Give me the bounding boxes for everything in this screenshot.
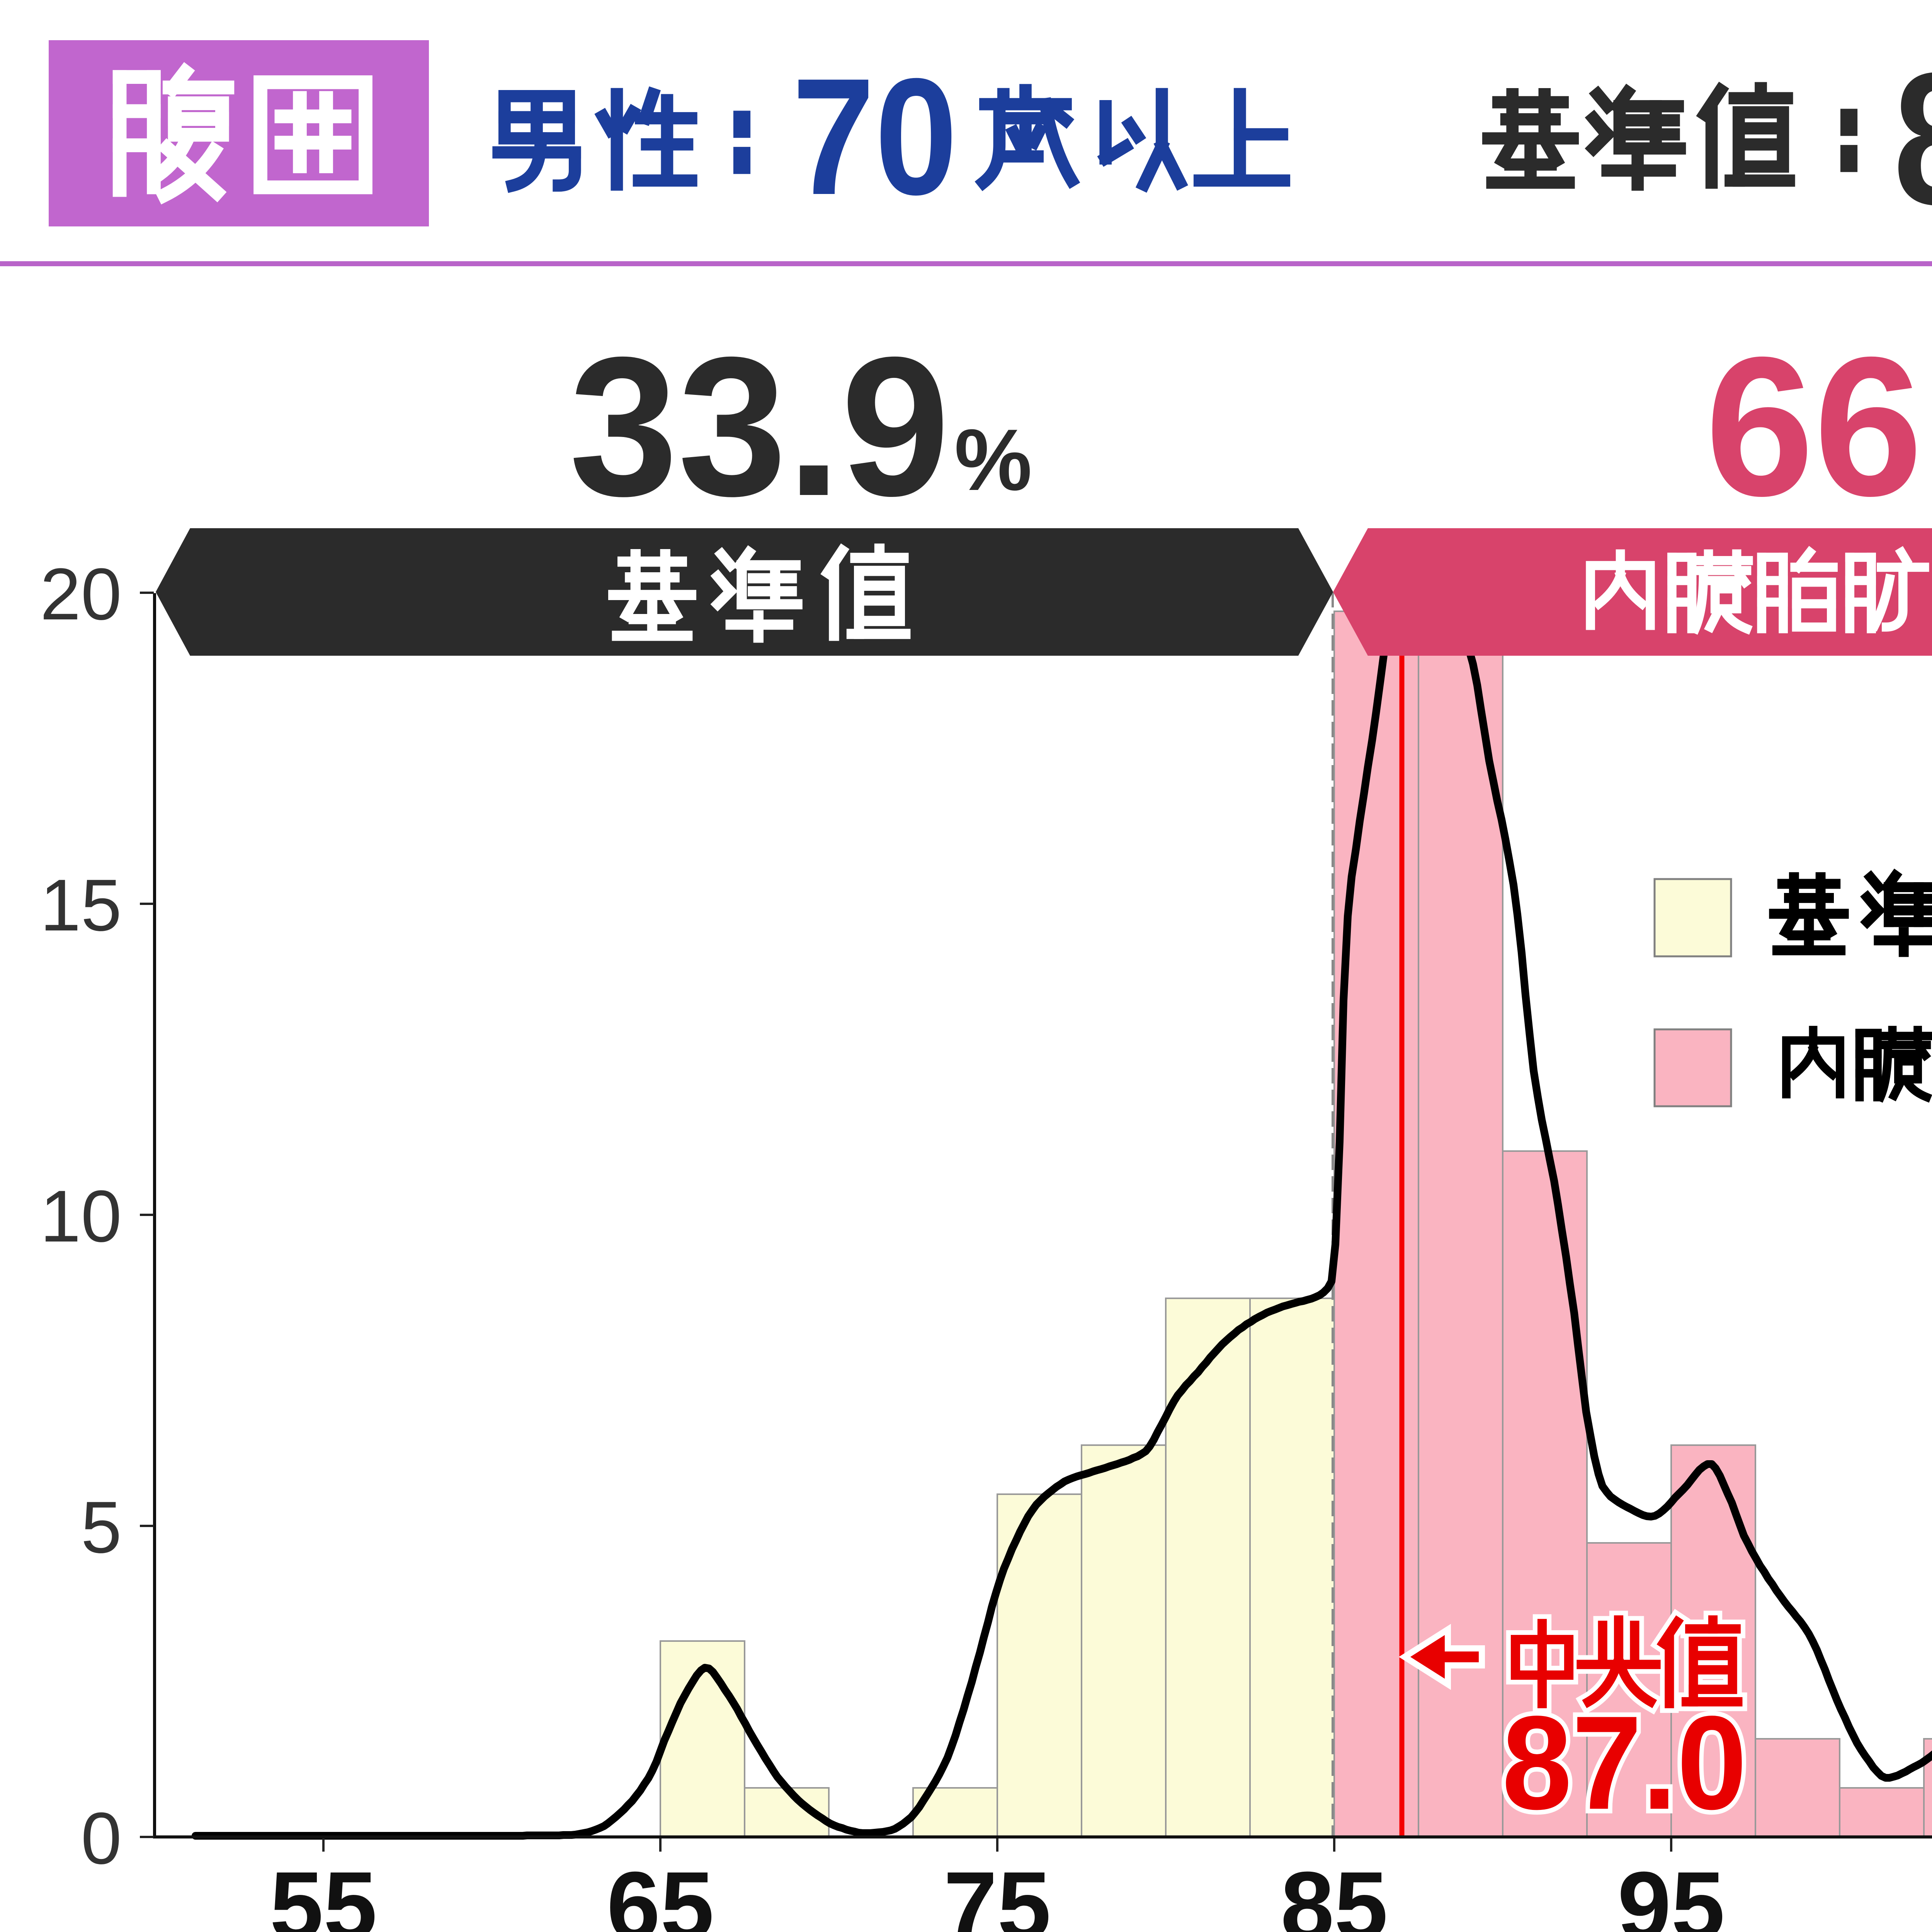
svg-text:10: 10 — [40, 1175, 122, 1257]
svg-text:87.0: 87.0 — [1502, 1689, 1747, 1837]
svg-text:85: 85 — [1281, 1852, 1388, 1932]
svg-text:33.9: 33.9 — [569, 316, 950, 537]
svg-text:%: % — [954, 411, 1032, 509]
svg-text:15: 15 — [40, 864, 122, 946]
svg-text:20: 20 — [40, 553, 122, 635]
svg-text:55: 55 — [270, 1852, 377, 1932]
svg-text:66.1: 66.1 — [1705, 316, 1932, 537]
svg-text:70: 70 — [792, 44, 957, 230]
svg-text:85: 85 — [1893, 34, 1932, 244]
svg-text:0: 0 — [81, 1798, 122, 1879]
svg-text:65: 65 — [607, 1852, 714, 1932]
svg-text:105: 105 — [1927, 1852, 1932, 1932]
svg-text:95: 95 — [1617, 1852, 1725, 1932]
svg-text:75: 75 — [944, 1852, 1051, 1932]
svg-text:5: 5 — [81, 1486, 122, 1568]
